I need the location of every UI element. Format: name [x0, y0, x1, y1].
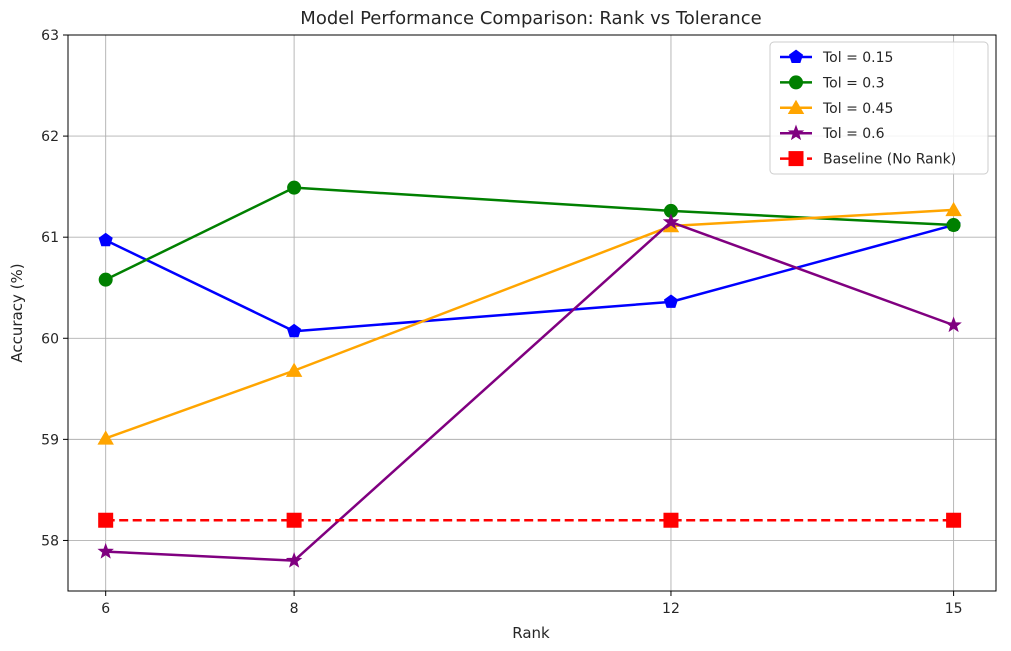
data-point: [287, 323, 302, 338]
data-point: [98, 232, 113, 247]
y-tick-label: 63: [41, 28, 59, 44]
data-point: [946, 218, 961, 233]
x-tick-label: 6: [101, 601, 110, 617]
series-2: [97, 201, 962, 445]
data-point: [662, 213, 680, 230]
series-4: [98, 512, 962, 528]
series-line: [105, 220, 955, 562]
legend-entry-2: Tol = 0.45: [780, 99, 893, 117]
y-tick-label: 58: [41, 533, 59, 549]
data-point: [287, 180, 302, 195]
y-tick-label: 59: [41, 432, 59, 448]
legend-entry-3: Tol = 0.6: [780, 124, 885, 142]
data-point: [946, 512, 962, 528]
tick-labels: 6 8 12 15 58 59 60 61 62 63: [41, 28, 962, 617]
x-tick-label: 12: [662, 601, 680, 617]
series-line: [105, 186, 954, 281]
legend-box: [769, 41, 989, 175]
series-line: [105, 208, 954, 440]
legend-entry-4: Baseline (No Rank): [780, 151, 956, 168]
y-tick-label: 62: [41, 129, 59, 145]
legend-entry-0: Tol = 0.15: [780, 49, 893, 66]
legend-entry-1: Tol = 0.3: [780, 75, 885, 91]
legend-label: Tol = 0.3: [822, 75, 885, 91]
series-1: [98, 180, 961, 287]
data-point: [98, 272, 113, 287]
x-tick-label: 8: [290, 601, 299, 617]
x-axis-label: Rank: [512, 624, 550, 642]
legend-label: Tol = 0.45: [822, 101, 893, 117]
y-tick-label: 60: [41, 331, 59, 347]
data-point: [945, 316, 962, 333]
data-point: [285, 362, 303, 377]
legend-marker: [788, 151, 804, 167]
x-tick-label: 15: [945, 601, 963, 617]
legend-label: Tol = 0.6: [822, 126, 885, 142]
series-3: [97, 213, 962, 568]
series-line: [105, 223, 954, 333]
data-point: [663, 512, 679, 528]
legend: Tol = 0.15 Tol = 0.3 Tol = 0.45 Tol = 0.6 Ba…: [769, 41, 989, 175]
series-group: [97, 180, 962, 568]
plot-area: [67, 34, 997, 592]
data-point: [97, 430, 114, 445]
legend-marker: [789, 75, 803, 90]
legend-marker: [788, 49, 804, 63]
data-point: [98, 512, 114, 528]
y-tick-label: 61: [41, 230, 59, 246]
data-point: [945, 201, 962, 217]
legend-marker: [787, 124, 805, 141]
legend-marker: [787, 99, 805, 115]
series-0: [98, 217, 961, 338]
data-point: [286, 512, 302, 528]
data-point: [285, 552, 303, 568]
legend-label: Tol = 0.15: [822, 50, 893, 66]
legend-label: Baseline (No Rank): [823, 152, 956, 168]
chart-title: Model Performance Comparison: Rank vs To…: [300, 8, 761, 29]
y-axis-label: Accuracy (%): [8, 263, 26, 362]
data-point: [663, 294, 679, 308]
data-point: [97, 542, 114, 559]
